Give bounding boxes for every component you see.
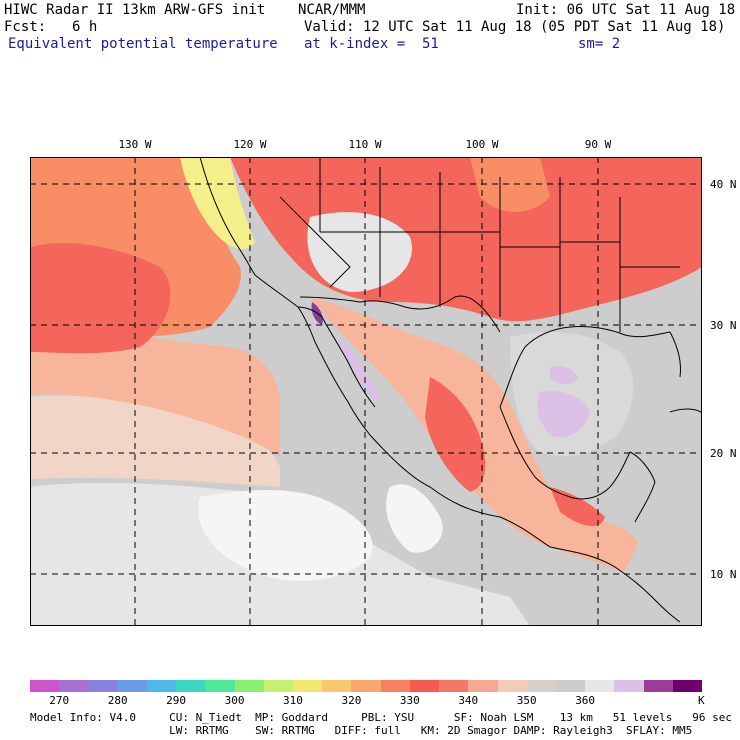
colorbar-swatch xyxy=(30,680,60,692)
lat-label-10n: 10 N xyxy=(710,568,737,581)
colorbar-swatch xyxy=(205,680,235,692)
field-shading xyxy=(30,157,702,626)
colorbar-tick-label: 280 xyxy=(107,694,128,707)
colorbar-tick-label: 350 xyxy=(516,694,537,707)
sierra-madre-red xyxy=(425,377,486,492)
colorbar-swatch xyxy=(88,680,118,692)
yellow-coastal-band xyxy=(180,157,255,250)
colorbar-tick-label: 270 xyxy=(49,694,70,707)
organization: NCAR/MMM xyxy=(298,2,366,18)
gulf-north-coast xyxy=(499,326,671,408)
colorbar-swatch xyxy=(380,680,410,692)
colorbar-tick-label: 310 xyxy=(283,694,303,707)
colorbar-tick-label: 330 xyxy=(399,694,420,707)
valid-time: Valid: 12 UTC Sat 11 Aug 18 (05 PDT Sat … xyxy=(304,19,726,35)
colorbar-swatch xyxy=(409,680,440,692)
lon-label-90w: 90 W xyxy=(584,138,612,151)
colorbar-unit: K xyxy=(698,694,705,707)
colorbar-swatch xyxy=(292,680,323,692)
colorbar-swatch xyxy=(351,680,381,692)
colorbar-swatch xyxy=(672,680,703,692)
yucatan-coast xyxy=(629,451,656,523)
colorbar-tick-label: 300 xyxy=(224,694,245,707)
init-time: Init: 06 UTC Sat 11 Aug 18 xyxy=(516,2,736,18)
colorbar-swatch xyxy=(555,680,586,692)
lat-label-30n: 30 N xyxy=(710,319,737,332)
isthmus-red xyxy=(550,487,605,527)
gulf-lilac-north xyxy=(550,365,578,385)
colorbar-swatch xyxy=(146,680,177,692)
lat-label-20n: 20 N xyxy=(710,447,737,460)
field-name: Equivalent potential temperature xyxy=(8,36,278,52)
colorbar-swatch xyxy=(176,680,206,692)
smoothing-value: sm= 2 xyxy=(578,36,621,52)
colorbar xyxy=(30,680,703,692)
gulf-lilac xyxy=(537,390,590,438)
colorbar-swatch xyxy=(497,680,527,692)
colorbar-swatch xyxy=(526,680,556,692)
gulf-of-california-coast xyxy=(297,306,376,408)
caribbean-grey xyxy=(590,446,702,626)
colorbar-tick-label: 340 xyxy=(458,694,479,707)
map-frame xyxy=(30,157,702,626)
forecast-hour: 6 h xyxy=(72,19,98,35)
gulf-grey xyxy=(510,332,634,456)
white-region-mexico-coast xyxy=(386,484,443,553)
us-mexico-border xyxy=(299,295,501,333)
colorbar-swatch xyxy=(585,680,615,692)
colorbar-swatch xyxy=(263,680,293,692)
lon-label-100w: 100 W xyxy=(465,138,499,151)
pale-ocean-band xyxy=(30,395,280,487)
white-region-pacific xyxy=(198,490,373,581)
lat-label-40n: 40 N xyxy=(710,178,737,191)
forecast-label: Fcst: xyxy=(4,19,47,35)
colorbar-swatch xyxy=(234,680,264,692)
baja-lilac-strip xyxy=(338,337,380,402)
colorbar-swatch xyxy=(59,680,89,692)
colorbar-swatch xyxy=(614,680,644,692)
colorbar-swatch xyxy=(117,680,147,692)
colorbar-tick-label: 320 xyxy=(341,694,362,707)
theta-e-map xyxy=(30,157,702,626)
colorbar-tick-label: 290 xyxy=(166,694,187,707)
plot-title: HIWC Radar II 13km ARW-GFS init xyxy=(4,2,266,18)
gulf-west-coast xyxy=(499,406,631,500)
coastlines-borders xyxy=(199,157,702,623)
florida-coast xyxy=(669,331,681,378)
plains-orange xyxy=(470,157,550,212)
lon-label-120w: 120 W xyxy=(233,138,267,151)
southern-mexico-coast xyxy=(369,434,681,623)
colorbar-swatch xyxy=(643,680,673,692)
colorbar-tick-label: 360 xyxy=(575,694,596,707)
model-info-line-1: Model Info: V4.0 CU: N_Tiedt MP: Goddard… xyxy=(30,711,732,724)
colorbar-swatch xyxy=(322,680,352,692)
lon-label-110w: 110 W xyxy=(348,138,382,151)
pacific-coastline xyxy=(199,157,371,436)
colorbar-swatch xyxy=(439,680,469,692)
state-borders xyxy=(279,157,680,332)
colorbar-swatch xyxy=(468,680,498,692)
graticule xyxy=(30,157,702,626)
cuba-coast xyxy=(669,408,702,414)
lon-label-130w: 130 W xyxy=(118,138,152,151)
level-index: at k-index = 51 xyxy=(304,36,439,52)
model-info-line-2: LW: RRTMG SW: RRTMG DIFF: full KM: 2D Sm… xyxy=(30,724,693,737)
